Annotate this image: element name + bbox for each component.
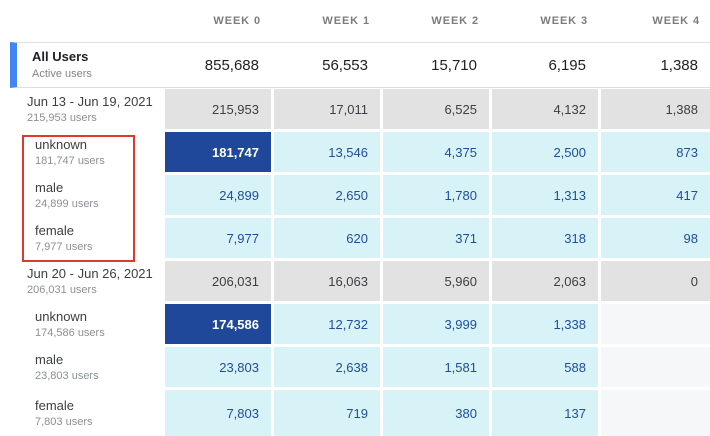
cohort-cell-row7-week2: 380 xyxy=(383,390,489,436)
cohort-grid: Jun 13 - Jun 19, 2021 215,953 users 215,95… xyxy=(0,89,710,436)
cohort-cell-row2-week1: 2,650 xyxy=(274,175,380,215)
cohort-cell-row6-week4 xyxy=(601,347,710,387)
week-header-row: WEEK 0 WEEK 1 WEEK 2 WEEK 3 WEEK 4 xyxy=(0,0,710,42)
all-users-title: All Users xyxy=(32,49,89,64)
segment-row-label: unknown 174,586 users xyxy=(0,304,162,344)
all-users-subtitle: Active users xyxy=(32,68,92,80)
cohort-cell-row1-week0: 181,747 xyxy=(165,132,271,172)
cohort-cell-row6-week2: 1,581 xyxy=(383,347,489,387)
all-users-week-2: 15,710 xyxy=(431,56,477,74)
header-week-2: WEEK 2 xyxy=(431,15,479,27)
cohort-cell-row7-week1: 719 xyxy=(274,390,380,436)
segment-row-label: female 7,977 users xyxy=(0,218,162,258)
row-label-users-count: 174,586 users xyxy=(35,326,105,339)
cohort-cell-row5-week0: 174,586 xyxy=(165,304,271,344)
all-users-week-1: 56,553 xyxy=(322,56,368,74)
cohort-cell-row2-week3: 1,313 xyxy=(492,175,598,215)
cohort-cell-row2-week4: 417 xyxy=(601,175,710,215)
segment-row-label: male 23,803 users xyxy=(0,347,162,387)
row-label-main: female xyxy=(35,222,75,238)
cohort-cell-row5-week4 xyxy=(601,304,710,344)
row-label-main: male xyxy=(35,351,64,367)
cohort-cell-row7-week3: 137 xyxy=(492,390,598,436)
row-label-main: female xyxy=(35,397,75,413)
row-label-main: unknown xyxy=(35,308,88,324)
cohort-cell-row6-week1: 2,638 xyxy=(274,347,380,387)
all-users-week-3: 6,195 xyxy=(548,56,586,74)
cohort-cell-row0-week0: 215,953 xyxy=(165,89,271,129)
cohort-cell-row0-week1: 17,011 xyxy=(274,89,380,129)
cohort-cell-row0-week2: 6,525 xyxy=(383,89,489,129)
cohort-cell-row3-week2: 371 xyxy=(383,218,489,258)
row-label-users-count: 7,977 users xyxy=(35,240,93,253)
cohort-row-label: Jun 20 - Jun 26, 2021 206,031 users xyxy=(0,261,162,301)
header-week-1: WEEK 1 xyxy=(322,15,370,27)
all-users-summary-row: All Users Active users 855,688 56,553 15… xyxy=(10,42,710,88)
cohort-cell-row4-week2: 5,960 xyxy=(383,261,489,301)
cohort-cell-row7-week0: 7,803 xyxy=(165,390,271,436)
cohort-cell-row2-week2: 1,780 xyxy=(383,175,489,215)
cohort-cell-row1-week4: 873 xyxy=(601,132,710,172)
row-label-users-count: 24,899 users xyxy=(35,197,99,210)
cohort-cell-row6-week3: 588 xyxy=(492,347,598,387)
cohort-cell-row4-week3: 2,063 xyxy=(492,261,598,301)
row-label-main: unknown xyxy=(35,136,88,152)
segment-row-label: unknown 181,747 users xyxy=(0,132,162,172)
row-label-main: Jun 20 - Jun 26, 2021 xyxy=(27,265,153,281)
header-week-0: WEEK 0 xyxy=(213,15,261,27)
cohort-cell-row3-week1: 620 xyxy=(274,218,380,258)
cohort-cell-row4-week0: 206,031 xyxy=(165,261,271,301)
segment-row-label: male 24,899 users xyxy=(0,175,162,215)
cohort-cell-row6-week0: 23,803 xyxy=(165,347,271,387)
header-week-4: WEEK 4 xyxy=(652,15,700,27)
row-label-users-count: 206,031 users xyxy=(27,283,97,296)
row-label-users-count: 23,803 users xyxy=(35,369,99,382)
all-users-week-4: 1,388 xyxy=(660,56,698,74)
header-week-3: WEEK 3 xyxy=(540,15,588,27)
cohort-cell-row3-week3: 318 xyxy=(492,218,598,258)
cohort-cell-row3-week4: 98 xyxy=(601,218,710,258)
segment-row-label: female 7,803 users xyxy=(0,390,162,436)
cohort-cell-row5-week2: 3,999 xyxy=(383,304,489,344)
cohort-cell-row4-week4: 0 xyxy=(601,261,710,301)
cohort-cell-row4-week1: 16,063 xyxy=(274,261,380,301)
row-label-main: male xyxy=(35,179,64,195)
cohort-cell-row2-week0: 24,899 xyxy=(165,175,271,215)
cohort-cell-row3-week0: 7,977 xyxy=(165,218,271,258)
cohort-cell-row1-week1: 13,546 xyxy=(274,132,380,172)
row-label-users-count: 215,953 users xyxy=(27,111,97,124)
all-users-week-0: 855,688 xyxy=(204,56,259,74)
row-label-main: Jun 13 - Jun 19, 2021 xyxy=(27,93,153,109)
cohort-cell-row1-week3: 2,500 xyxy=(492,132,598,172)
cohort-cell-row5-week3: 1,338 xyxy=(492,304,598,344)
cohort-row-label: Jun 13 - Jun 19, 2021 215,953 users xyxy=(0,89,162,129)
all-users-label: All Users Active users xyxy=(17,49,162,81)
cohort-cell-row1-week2: 4,375 xyxy=(383,132,489,172)
row-label-users-count: 7,803 users xyxy=(35,415,93,428)
cohort-cell-row5-week1: 12,732 xyxy=(274,304,380,344)
cohort-cell-row0-week4: 1,388 xyxy=(601,89,710,129)
cohort-cell-row0-week3: 4,132 xyxy=(492,89,598,129)
row-label-users-count: 181,747 users xyxy=(35,154,105,167)
cohort-cell-row7-week4 xyxy=(601,390,710,436)
